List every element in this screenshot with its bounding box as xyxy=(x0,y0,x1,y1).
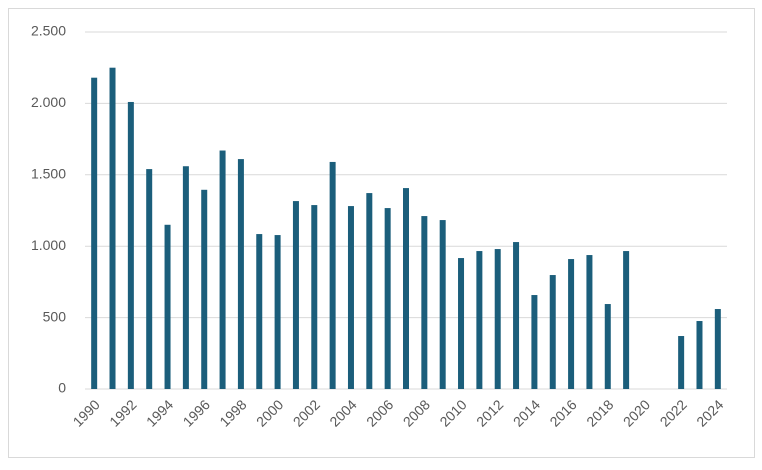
bar xyxy=(421,216,428,389)
bar xyxy=(256,234,263,389)
bar xyxy=(366,193,373,389)
bar xyxy=(568,259,575,389)
y-tick-label: 0 xyxy=(58,380,66,396)
bar xyxy=(513,242,520,389)
bar xyxy=(549,275,556,389)
bar xyxy=(237,159,244,389)
bar xyxy=(384,208,391,389)
bar xyxy=(146,169,153,389)
bar xyxy=(678,336,685,389)
bar xyxy=(476,251,483,389)
bar xyxy=(439,220,446,389)
bar xyxy=(623,251,630,389)
bar xyxy=(311,205,318,389)
bar xyxy=(91,77,98,390)
y-tick-label: 1.000 xyxy=(31,237,66,253)
bar xyxy=(164,224,171,389)
bar xyxy=(714,309,721,389)
bar xyxy=(586,255,593,389)
chart-frame xyxy=(8,8,755,458)
bar xyxy=(329,161,336,389)
bar xyxy=(109,67,116,389)
bar xyxy=(201,189,208,389)
bar xyxy=(219,150,226,389)
bar xyxy=(458,258,465,389)
bar xyxy=(403,188,409,389)
bar xyxy=(604,304,611,389)
y-tick-label: 2.000 xyxy=(31,94,66,110)
y-tick-label: 2.500 xyxy=(31,23,66,39)
bar xyxy=(127,101,134,390)
y-tick-label: 1.500 xyxy=(31,166,66,182)
bar xyxy=(274,235,281,389)
bar xyxy=(347,206,354,389)
bar xyxy=(494,249,501,389)
y-tick-label: 500 xyxy=(43,308,67,324)
bar xyxy=(182,166,189,389)
bar xyxy=(696,321,703,389)
bar xyxy=(292,201,299,389)
bar xyxy=(531,295,538,389)
